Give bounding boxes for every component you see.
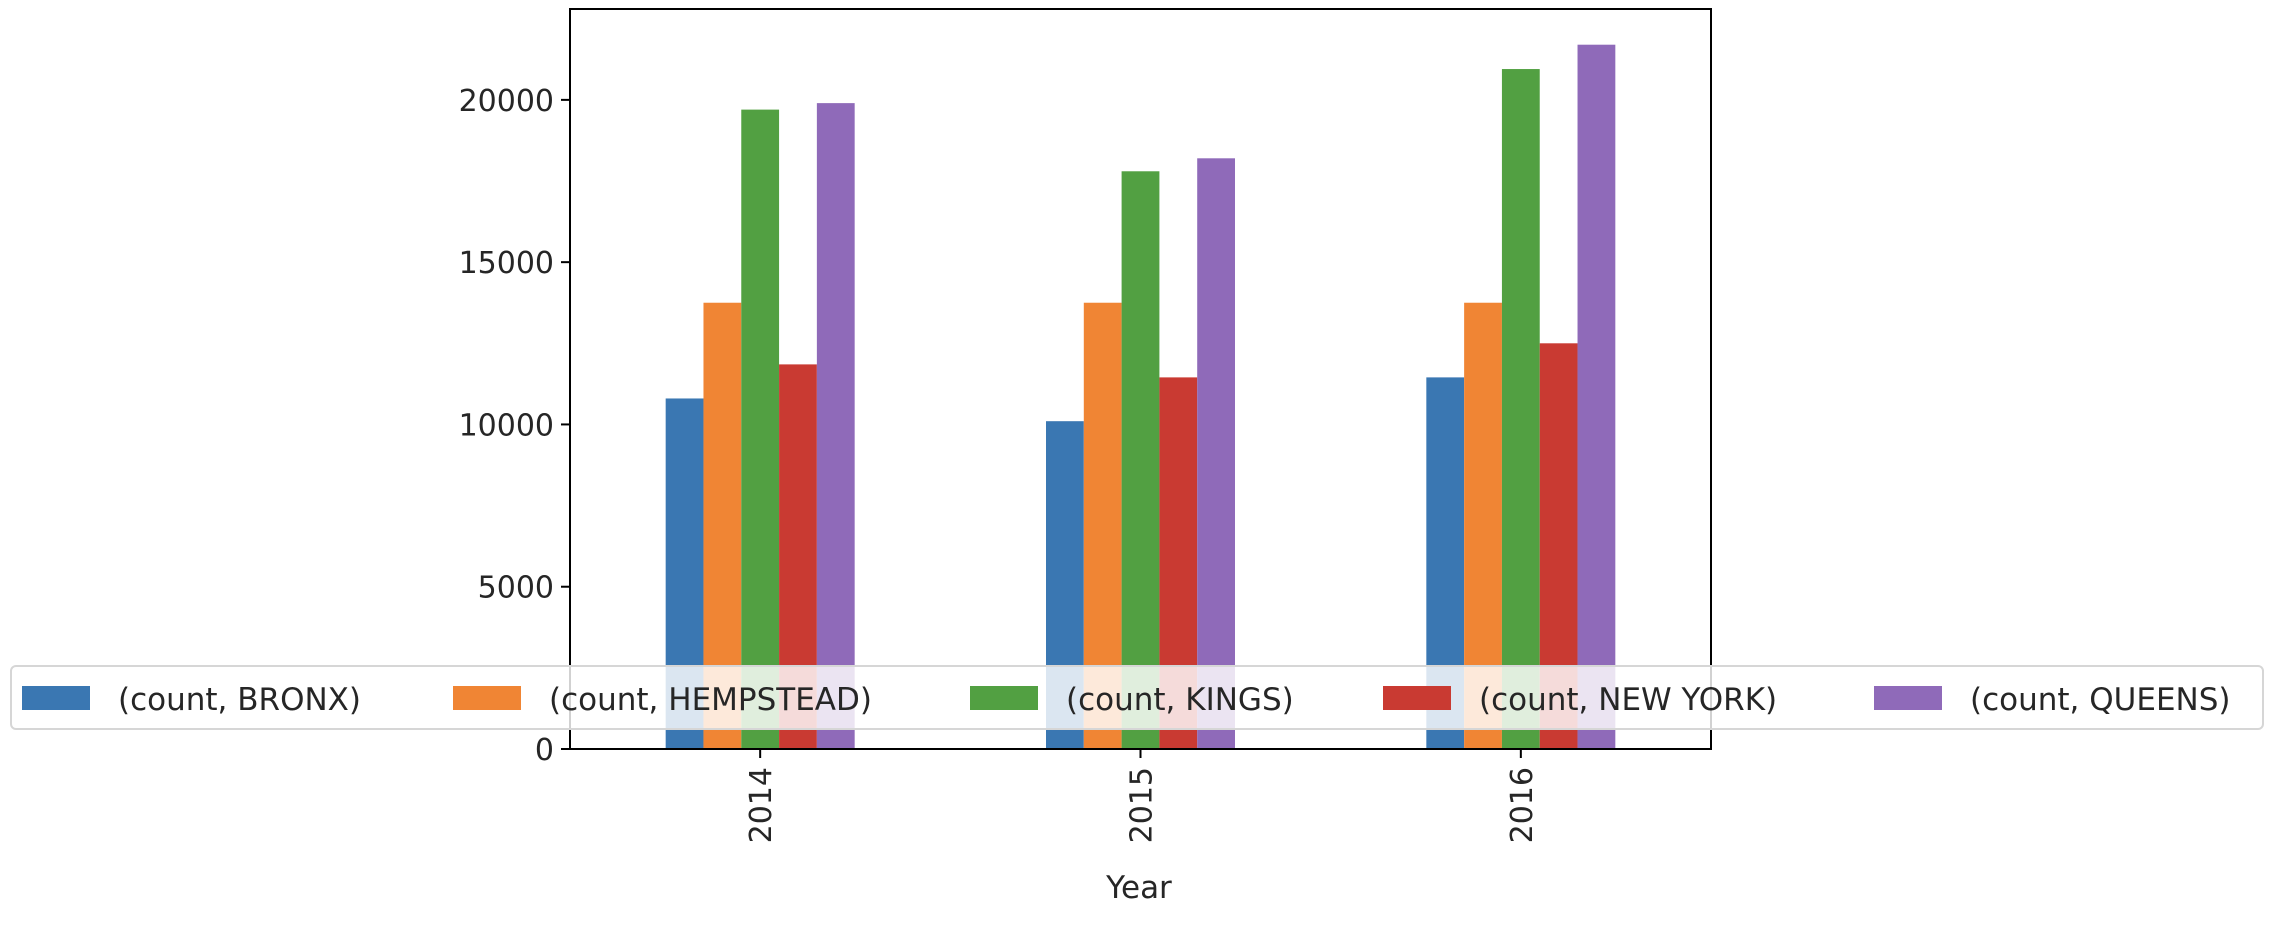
x-axis: 2014 2015 2016 xyxy=(744,749,1540,843)
legend: (count, BRONX) (count, HEMPSTEAD) (count, … xyxy=(10,665,2264,730)
bars-layer xyxy=(665,44,1616,750)
x-axis-label: Year xyxy=(1105,870,1172,906)
x-tick-label: 2015 xyxy=(1125,767,1160,843)
y-tick-label: 20000 xyxy=(459,84,554,119)
x-tick-label: 2016 xyxy=(1505,767,1540,843)
y-axis: 0 5000 10000 15000 20000 xyxy=(459,84,570,768)
legend-label-2: (count, KINGS) xyxy=(1066,682,1294,718)
legend-swatch-2 xyxy=(970,686,1038,710)
legend-label-0: (count, BRONX) xyxy=(118,682,361,718)
legend-box xyxy=(10,665,2264,730)
y-tick-label: 15000 xyxy=(459,246,554,281)
legend-swatch-4 xyxy=(1874,686,1942,710)
legend-label-3: (count, NEW YORK) xyxy=(1479,682,1777,718)
y-tick-label: 5000 xyxy=(478,571,554,606)
bar-2016-2 xyxy=(1501,69,1540,750)
y-tick-label: 10000 xyxy=(459,408,554,443)
bar-2014-4 xyxy=(816,103,855,750)
y-tick-label: 0 xyxy=(535,733,554,768)
bar-2015-2 xyxy=(1121,171,1160,749)
legend-label-1: (count, HEMPSTEAD) xyxy=(549,682,872,718)
legend-swatch-0 xyxy=(22,686,90,710)
bar-2016-4 xyxy=(1577,44,1616,749)
legend-label-4: (count, QUEENS) xyxy=(1970,682,2231,718)
x-tick-label: 2014 xyxy=(744,767,779,843)
legend-swatch-3 xyxy=(1383,686,1451,710)
bar-2014-2 xyxy=(741,109,780,750)
legend-swatch-1 xyxy=(453,686,521,710)
bar-2015-4 xyxy=(1197,158,1235,750)
